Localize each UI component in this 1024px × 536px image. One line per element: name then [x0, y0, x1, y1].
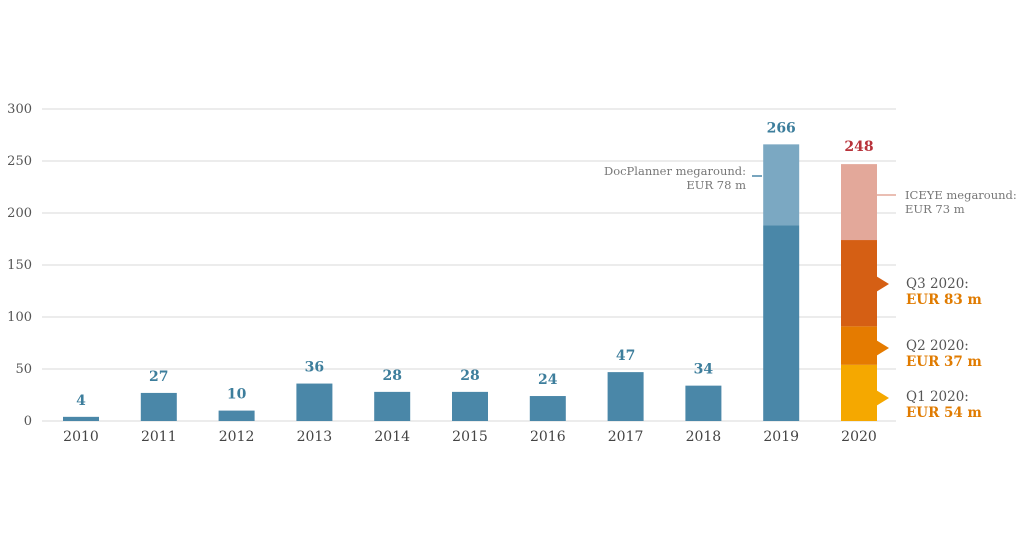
- x-tick-label-2014: 2014: [374, 429, 410, 445]
- y-tick-label: 0: [24, 414, 32, 429]
- q2-arrow-icon: [876, 340, 889, 356]
- value-label-2015: 28: [460, 368, 479, 384]
- bar-2018: [685, 385, 722, 421]
- q1-annotation: Q1 2020: EUR 54 m: [876, 389, 982, 421]
- y-tick-label: 200: [7, 206, 32, 221]
- x-tick-label-2013: 2013: [297, 429, 333, 445]
- q1-value: EUR 54 m: [906, 405, 982, 421]
- x-axis-ticks: 2010 2011 2012 2013 2014 2015 2016 2017 2018 2019…: [63, 429, 877, 445]
- q3-value: EUR 83 m: [906, 292, 982, 308]
- value-label-2019: 266: [767, 120, 796, 136]
- bar-segment-2020: [841, 364, 877, 421]
- bar-2010: [63, 416, 99, 421]
- q3-label: Q3 2020:: [906, 276, 969, 292]
- bars: [63, 144, 877, 421]
- value-label-2011: 27: [149, 369, 168, 385]
- value-label-2014: 28: [382, 368, 401, 384]
- q2-value: EUR 37 m: [906, 354, 982, 370]
- x-tick-label-2020: 2020: [841, 429, 877, 445]
- x-tick-label-2017: 2017: [608, 429, 644, 445]
- bar-2014: [374, 391, 411, 421]
- x-tick-label-2016: 2016: [530, 429, 566, 445]
- q2-label: Q2 2020:: [906, 338, 969, 354]
- x-tick-label-2012: 2012: [219, 429, 255, 445]
- q1-label: Q1 2020:: [906, 389, 969, 405]
- y-axis-ticks: 0 50 100 150 200 250 300: [7, 102, 32, 429]
- y-tick-label: 250: [7, 154, 32, 169]
- q2-annotation: Q2 2020: EUR 37 m: [876, 338, 982, 370]
- x-tick-label-2011: 2011: [141, 429, 177, 445]
- docplanner-annotation-line1: DocPlanner megaround:: [604, 164, 746, 178]
- x-tick-label-2019: 2019: [763, 429, 799, 445]
- value-label-2012: 10: [227, 387, 247, 403]
- y-tick-label: 100: [7, 310, 32, 325]
- q3-annotation: Q3 2020: EUR 83 m: [876, 276, 982, 308]
- y-tick-label: 150: [7, 258, 32, 273]
- bar-segment-2019: [763, 225, 800, 421]
- value-label-2020: 248: [844, 139, 873, 155]
- iceye-annotation: ICEYE megaround: EUR 73 m: [876, 188, 1017, 216]
- docplanner-annotation: DocPlanner megaround: EUR 78 m: [604, 164, 762, 192]
- iceye-annotation-line1: ICEYE megaround:: [905, 188, 1017, 202]
- y-tick-label: 50: [15, 362, 32, 377]
- gridlines: [42, 108, 896, 422]
- value-label-2016: 24: [538, 372, 558, 388]
- bar-2013: [296, 383, 333, 421]
- x-tick-label-2010: 2010: [63, 429, 99, 445]
- value-label-2017: 47: [616, 348, 635, 364]
- bar-segment-2020: [841, 240, 877, 327]
- iceye-annotation-line2: EUR 73 m: [905, 202, 965, 216]
- bar-segment-2020: [841, 164, 877, 241]
- value-labels: 4 27 10 36 28 28 24 47 34 266 248: [76, 120, 873, 408]
- q1-arrow-icon: [876, 390, 889, 406]
- bar-2015: [452, 391, 488, 421]
- x-tick-label-2018: 2018: [686, 429, 722, 445]
- bar-2016: [529, 396, 566, 421]
- bar-segment-2019: [763, 144, 800, 226]
- value-label-2010: 4: [76, 393, 86, 409]
- x-tick-label-2015: 2015: [452, 429, 488, 445]
- value-label-2018: 34: [694, 362, 714, 378]
- bar-2011: [140, 392, 177, 421]
- docplanner-annotation-line2: EUR 78 m: [686, 178, 746, 192]
- bar-2017: [607, 372, 644, 421]
- bar-segment-2020: [841, 326, 877, 365]
- y-tick-label: 300: [7, 102, 32, 117]
- q3-arrow-icon: [876, 276, 889, 292]
- bar-2012: [218, 410, 255, 421]
- value-label-2013: 36: [305, 360, 324, 376]
